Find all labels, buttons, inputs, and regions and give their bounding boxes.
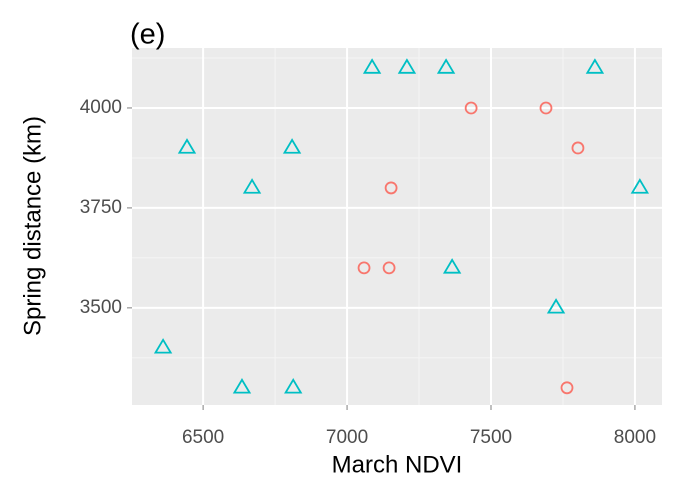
point — [397, 58, 417, 74]
point — [284, 378, 303, 394]
point — [585, 58, 605, 74]
point — [242, 178, 262, 194]
point — [232, 378, 252, 394]
point — [560, 381, 574, 395]
y-tick-label: 4000 — [80, 97, 122, 118]
point — [384, 181, 398, 195]
point — [546, 298, 566, 314]
x-axis-label: March NDVI — [332, 451, 463, 478]
point — [382, 261, 396, 275]
point — [282, 138, 302, 154]
point — [464, 101, 478, 115]
panel — [132, 48, 662, 405]
point — [442, 258, 462, 274]
point — [153, 338, 173, 354]
y-tick-label: 3750 — [80, 197, 122, 218]
point — [362, 58, 382, 74]
point — [630, 178, 650, 194]
y-tick-label: 3500 — [80, 297, 122, 318]
x-tick-label: 8000 — [614, 427, 656, 448]
point — [357, 261, 371, 275]
x-tick-label: 7000 — [326, 427, 368, 448]
x-tick-label: 6500 — [182, 427, 224, 448]
point — [177, 138, 197, 154]
point — [571, 141, 585, 155]
chart-title: (e) — [130, 19, 165, 51]
x-tick-label: 7500 — [470, 427, 512, 448]
point — [539, 101, 553, 115]
point — [436, 58, 456, 74]
y-axis-label: Spring distance (km) — [19, 116, 46, 336]
